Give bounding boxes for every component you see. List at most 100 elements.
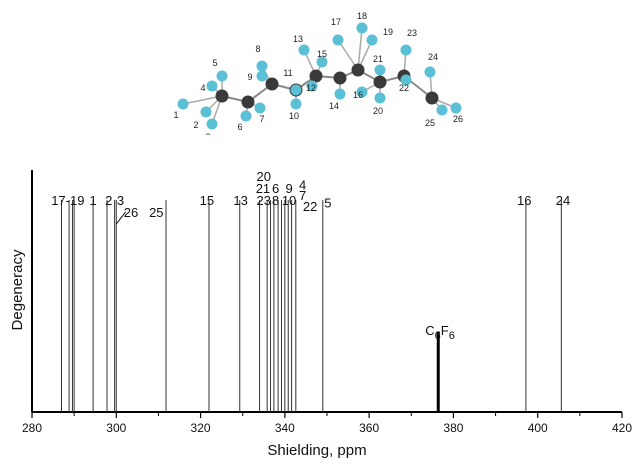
bond: [357, 27, 363, 71]
atom-label: 8: [255, 44, 260, 54]
peak-label: 23: [257, 193, 271, 208]
peak-label: 8: [272, 193, 279, 208]
atom-label: 7: [259, 114, 264, 124]
peak-label: 2: [105, 193, 112, 208]
fluorine-atom: [356, 86, 368, 98]
x-tick-label: 380: [443, 421, 463, 435]
atom-label: 18: [357, 11, 367, 21]
fluorine-atom: [206, 118, 218, 130]
x-tick-label: 300: [106, 421, 126, 435]
peak-label: 25: [149, 205, 163, 220]
x-tick-label: 320: [191, 421, 211, 435]
carbon-atom: [309, 69, 323, 83]
reference-label: C6F6: [425, 323, 455, 342]
y-axis-title: Degeneracy: [9, 249, 26, 330]
carbon-atom: [265, 77, 279, 91]
atom-label: 2: [193, 120, 198, 130]
fluorine-atom: [256, 60, 268, 72]
peak-label: 15: [200, 193, 214, 208]
fluorine-atom: [256, 70, 268, 82]
atom-label: 17: [331, 17, 341, 27]
atom-label: 19: [383, 27, 393, 37]
atom-label: 20: [373, 106, 383, 116]
fluorine-atom: [334, 88, 346, 100]
atom-label: 21: [373, 54, 383, 64]
fluorine-atom: [240, 110, 252, 122]
atom-label: 26: [453, 114, 463, 124]
fluorine-atom: [200, 106, 212, 118]
reference-label-f: F: [441, 323, 449, 338]
carbon-atom: [241, 95, 255, 109]
atom-label: 14: [329, 101, 339, 111]
atom-label: 5: [212, 58, 217, 68]
bond: [182, 95, 223, 105]
atom-label: 13: [293, 34, 303, 44]
carbon-atom: [333, 71, 347, 85]
peak-label: 13: [233, 193, 247, 208]
fluorine-atom: [254, 102, 266, 114]
atom-label: 4: [200, 83, 205, 93]
peak-label: 10: [282, 193, 296, 208]
peak-label: 1: [89, 193, 96, 208]
atom-label: 9: [247, 72, 252, 82]
atom-label: 15: [317, 49, 327, 59]
peak-label: 17-19: [51, 193, 84, 208]
fluorine-atom: [424, 66, 436, 78]
fluorine-atom: [366, 34, 378, 46]
reference-label-c: C: [425, 323, 434, 338]
peak-label: 6: [272, 181, 279, 196]
atom-label: 1: [173, 110, 178, 120]
x-tick-label: 340: [275, 421, 295, 435]
label-leader-line: [115, 211, 126, 225]
x-tick-label: 420: [612, 421, 632, 435]
x-axis-title: Shielding, ppm: [267, 442, 366, 459]
atom-label: 11: [283, 68, 292, 78]
atom-label: 23: [407, 28, 417, 38]
carbon-atom: [215, 89, 229, 103]
peak-label: 7: [299, 188, 306, 203]
fluorine-atom: [298, 44, 310, 56]
peak-label: 3: [117, 193, 124, 208]
fluorine-atom: [177, 98, 189, 110]
fluorine-atom: [356, 22, 368, 34]
atom-label: 10: [289, 111, 299, 121]
peak-label: 9: [285, 181, 292, 196]
molecule-diagram: 1234567891011121314151617181920212223242…: [173, 11, 463, 135]
x-tick-label: 400: [528, 421, 548, 435]
fluorine-atom: [216, 70, 228, 82]
peak-label: 20: [257, 169, 271, 184]
atom-label: 6: [237, 122, 242, 132]
atom-label: 3: [205, 132, 210, 135]
fluorine-atom: [290, 84, 302, 96]
fluorine-atom: [374, 64, 386, 76]
reference-label-sub1: 6: [435, 330, 441, 342]
fluorine-atom: [306, 80, 318, 92]
x-tick-label: 360: [359, 421, 379, 435]
fluorine-atom: [400, 74, 412, 86]
atom-label: 25: [425, 118, 435, 128]
peak-label: 22: [303, 199, 317, 214]
atom-label: 24: [428, 52, 438, 62]
peak-label: 4: [299, 177, 306, 192]
fluorine-atom: [374, 92, 386, 104]
peak-label: 24: [556, 193, 570, 208]
peak-label: 5: [324, 195, 331, 210]
carbon-atom: [351, 63, 365, 77]
carbon-atom: [425, 91, 439, 105]
carbon-atom: [373, 75, 387, 89]
fluorine-atom: [316, 56, 328, 68]
reference-label-sub2: 6: [449, 330, 455, 342]
atom-label: 12: [306, 83, 316, 93]
x-tick-label: 280: [22, 421, 42, 435]
fluorine-atom: [206, 80, 218, 92]
peak-label: 21: [256, 181, 270, 196]
atom-label: 22: [399, 83, 409, 93]
fluorine-atom: [290, 98, 302, 110]
fluorine-atom: [332, 34, 344, 46]
atom-label: 16: [353, 90, 363, 100]
fluorine-atom: [436, 104, 448, 116]
fluorine-atom: [400, 44, 412, 56]
fluorine-atom: [450, 102, 462, 114]
peak-label: 16: [517, 193, 531, 208]
